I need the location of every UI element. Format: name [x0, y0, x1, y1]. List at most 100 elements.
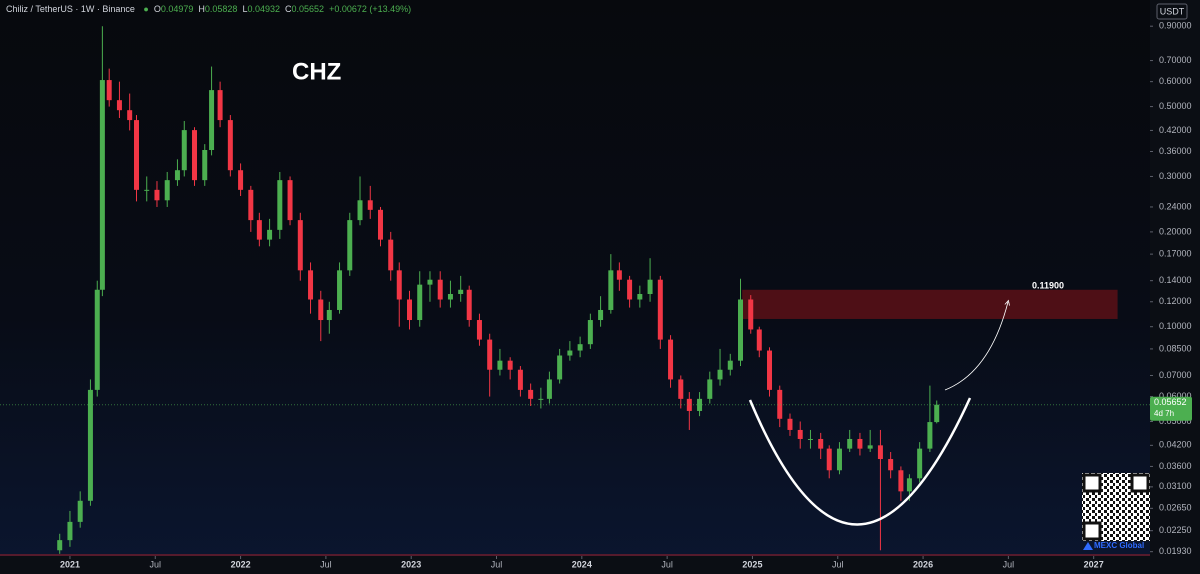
candle-body	[57, 540, 63, 551]
ohlc-label: H	[198, 4, 205, 14]
candle-body	[466, 289, 472, 321]
candle-body	[326, 309, 332, 321]
candle-body	[192, 130, 198, 181]
candle-body	[67, 521, 73, 541]
candle-body	[748, 299, 754, 330]
candle-body	[627, 279, 633, 300]
candle-body	[217, 90, 223, 121]
candle-body	[133, 120, 139, 190]
currency: USDT	[1160, 6, 1185, 16]
x-tick-label: 2023	[401, 559, 421, 569]
y-tick-label: 0.17000	[1159, 249, 1192, 259]
y-tick-label: 0.90000	[1159, 21, 1192, 31]
candle-body	[826, 448, 832, 471]
candle-body	[297, 220, 303, 271]
candle-body	[256, 220, 262, 240]
candle-body	[497, 360, 503, 370]
x-tick-label: 2024	[572, 559, 592, 569]
y-tick-label: 0.20000	[1159, 226, 1192, 236]
qr-finder	[1082, 521, 1102, 541]
candle-body	[517, 369, 523, 390]
x-tick-label: Jul	[661, 559, 673, 569]
candle-body	[248, 189, 254, 221]
plot-area	[0, 26, 1150, 554]
ohlc-value: 0.04932	[247, 4, 280, 14]
candle-body	[238, 170, 244, 190]
x-tick-label: Jul	[491, 559, 503, 569]
candle-body	[388, 239, 394, 271]
qr-finder	[1082, 473, 1102, 493]
candle-body	[164, 180, 170, 201]
candle-body	[888, 459, 894, 471]
change: +0.00672 (+13.49%)	[329, 4, 411, 14]
candle-body	[367, 200, 373, 210]
candle-body	[476, 320, 482, 340]
candle-body	[87, 389, 93, 501]
x-tick-label: Jul	[320, 559, 332, 569]
candle-body	[267, 229, 273, 240]
y-tick-label: 0.02250	[1159, 525, 1192, 535]
y-tick-label: 0.07000	[1159, 370, 1192, 380]
x-tick-label: 2027	[1084, 559, 1104, 569]
y-tick-label: 0.05000	[1159, 416, 1192, 426]
cup-curve	[748, 397, 972, 526]
candle-body	[847, 438, 853, 449]
candle-body	[417, 284, 423, 321]
candle-body	[154, 189, 160, 201]
price-tag-value: 0.05652	[1154, 397, 1187, 407]
x-tick-label: 2025	[742, 559, 762, 569]
candle-body	[608, 270, 614, 310]
candle-body	[637, 294, 643, 300]
candle-body	[127, 110, 133, 121]
x-tick-label: 2026	[913, 559, 933, 569]
y-tick-label: 0.50000	[1159, 101, 1192, 111]
candle-body	[777, 389, 783, 419]
candle-body	[277, 180, 283, 230]
candle-body	[357, 200, 363, 221]
y-tick-label: 0.14000	[1159, 275, 1192, 285]
candle-body	[144, 189, 150, 191]
y-tick-label: 0.04200	[1159, 440, 1192, 450]
candle-body	[587, 320, 593, 345]
candle-body	[917, 448, 923, 479]
ohlc-label: O	[154, 4, 161, 14]
y-tick-label: 0.03100	[1159, 481, 1192, 491]
candle-body	[227, 120, 233, 171]
candle-body	[116, 100, 122, 111]
symbol: Chiliz / TetherUS · 1W · Binance	[6, 4, 135, 14]
y-tick-label: 0.60000	[1159, 76, 1192, 86]
price-tag	[1150, 396, 1192, 421]
x-tick-label: 2021	[60, 559, 80, 569]
candle-body	[818, 438, 824, 449]
candle-body	[308, 270, 314, 300]
candle-body	[77, 500, 83, 522]
candle-body	[756, 329, 762, 351]
candle-body	[487, 339, 493, 370]
currency-box	[1156, 3, 1188, 20]
candle-body	[538, 398, 544, 400]
x-tick-label: Jul	[150, 559, 162, 569]
ohlc-value: 0.05828	[205, 4, 238, 14]
candle-body	[287, 180, 293, 221]
y-tick-label: 0.24000	[1159, 201, 1192, 211]
candle-body	[657, 279, 663, 340]
candle-body	[857, 438, 863, 449]
candle-body	[906, 478, 912, 492]
candle-body	[396, 270, 402, 300]
candle-body	[447, 294, 453, 300]
qr-finder	[1130, 473, 1150, 493]
candle-body	[406, 299, 412, 321]
x-axis-panel	[0, 556, 1150, 574]
header: Chiliz / TetherUS · 1W · Binance ● O0.049…	[6, 4, 411, 14]
x-tick-label: 2022	[231, 559, 251, 569]
mexc-logo	[1083, 542, 1093, 550]
candle-body	[202, 149, 208, 181]
candle-body	[717, 369, 723, 380]
candle-body	[934, 404, 940, 423]
candle-body	[686, 398, 692, 411]
chart-title: CHZ	[292, 58, 341, 85]
candle-body	[767, 350, 773, 390]
candle-body	[458, 289, 464, 295]
y-tick-label: 0.02650	[1159, 503, 1192, 513]
